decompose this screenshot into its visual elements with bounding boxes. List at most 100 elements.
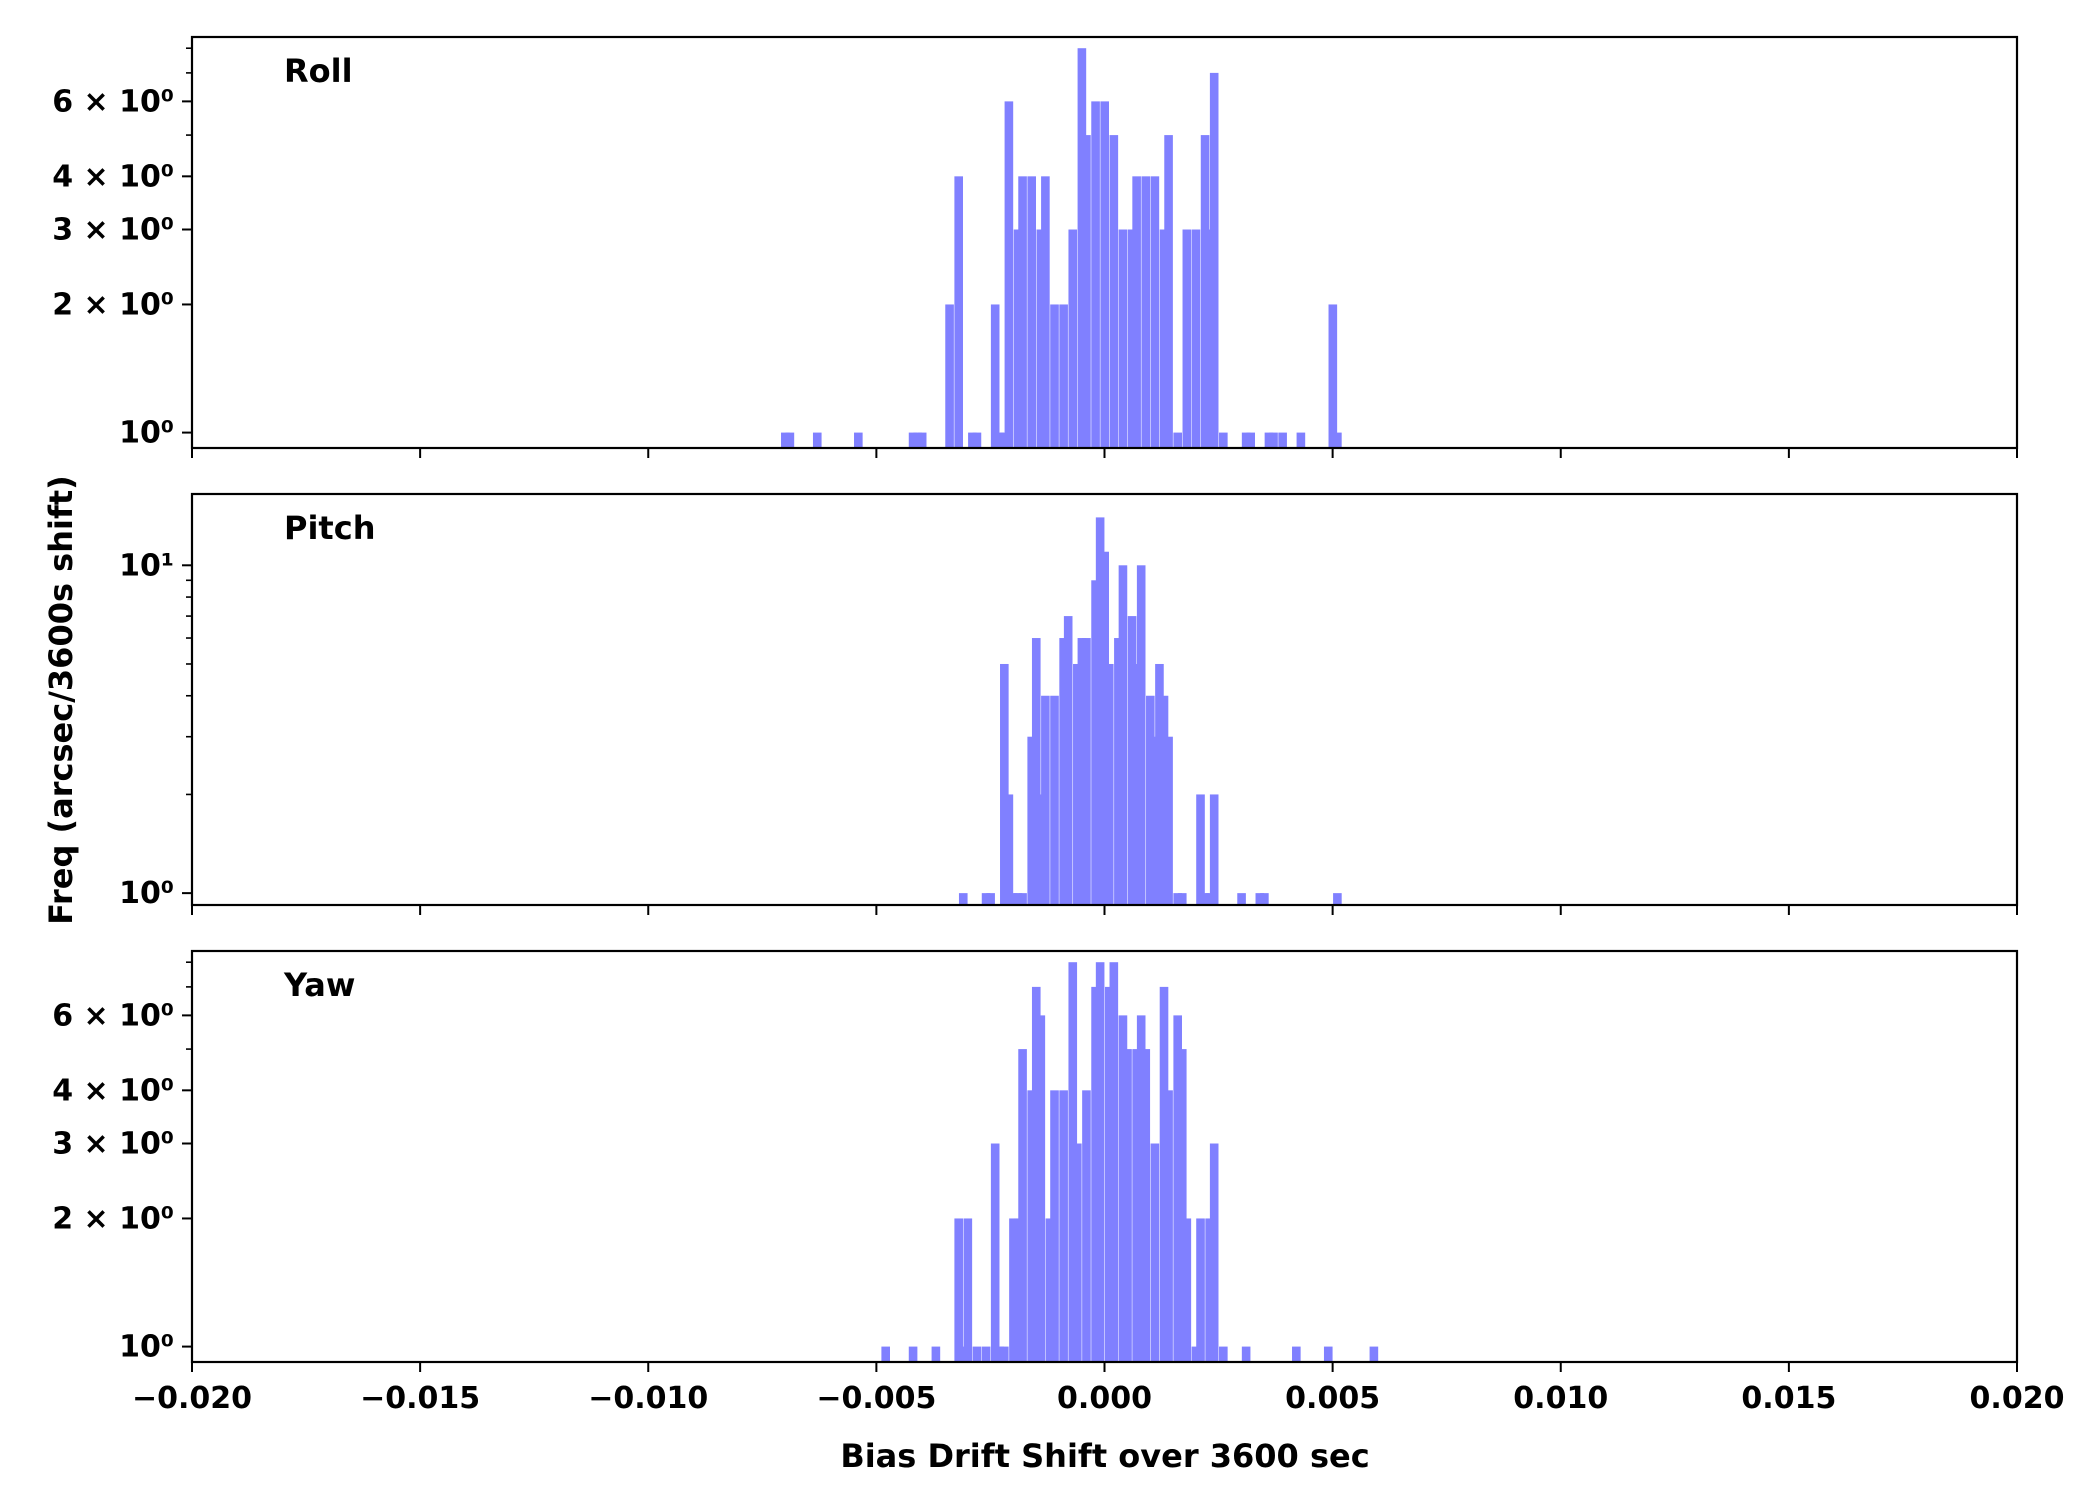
y-tick-label: 3 × 10⁰ bbox=[52, 213, 174, 248]
histogram-bar bbox=[1036, 229, 1046, 448]
histogram-bar bbox=[1018, 893, 1027, 905]
histogram-bar bbox=[1004, 794, 1014, 905]
histogram-bar bbox=[1013, 229, 1023, 448]
histogram-bar bbox=[1127, 616, 1137, 905]
histogram-bar bbox=[1095, 517, 1105, 905]
histogram-bar bbox=[1150, 176, 1160, 448]
histogram-bar bbox=[1118, 1015, 1128, 1362]
histogram-bar bbox=[1123, 1049, 1132, 1362]
y-tick-label: 10⁰ bbox=[119, 876, 174, 911]
histogram-bar bbox=[1173, 893, 1182, 905]
histogram-bar bbox=[931, 1346, 941, 1362]
histogram-bar bbox=[1050, 695, 1059, 905]
histogram-bar bbox=[990, 1143, 1000, 1362]
histogram-bar bbox=[1241, 432, 1251, 448]
x-tick-label: −0.010 bbox=[588, 1381, 708, 1416]
histogram-bar bbox=[1082, 135, 1091, 448]
histogram-bar bbox=[1109, 962, 1119, 1362]
histogram-bar bbox=[945, 304, 954, 448]
histogram-bar bbox=[1209, 72, 1219, 448]
histogram-bar bbox=[1100, 101, 1109, 448]
histogram-bar bbox=[1296, 432, 1306, 448]
histogram-bar bbox=[1237, 893, 1246, 905]
histogram-bar bbox=[1031, 986, 1041, 1362]
histogram-bar bbox=[958, 1346, 968, 1362]
histogram-bar bbox=[1182, 229, 1192, 448]
histogram-bar bbox=[1118, 229, 1128, 448]
y-tick-label: 4 × 10⁰ bbox=[52, 1073, 174, 1108]
histogram-bar bbox=[1333, 893, 1342, 905]
histogram-bar bbox=[1027, 1090, 1036, 1362]
histogram-bar bbox=[1141, 1049, 1151, 1362]
x-tick-label: 0.005 bbox=[1285, 1381, 1380, 1416]
histogram-bar bbox=[1136, 565, 1146, 905]
histogram-bar bbox=[1159, 695, 1169, 905]
histogram-bar bbox=[1095, 962, 1105, 1362]
histogram-bar bbox=[854, 432, 863, 448]
histogram-bar bbox=[1155, 663, 1164, 905]
histogram-bar bbox=[1191, 229, 1201, 448]
x-tick-label: 0.015 bbox=[1741, 1381, 1836, 1416]
histogram-bar bbox=[1059, 638, 1068, 905]
histogram-bar bbox=[1073, 663, 1082, 905]
histogram-bar bbox=[1027, 176, 1036, 448]
histogram-bar bbox=[1009, 893, 1018, 905]
histogram-bar bbox=[781, 432, 790, 448]
axes-frame bbox=[190, 949, 2019, 1364]
histogram-bar bbox=[1136, 1015, 1146, 1362]
histogram-bar bbox=[972, 432, 982, 448]
histogram-bar bbox=[1328, 304, 1338, 448]
histogram-bar bbox=[1196, 1218, 1205, 1362]
histogram-bar bbox=[1196, 794, 1205, 905]
histogram-bar bbox=[995, 432, 1005, 448]
histogram-bar bbox=[1205, 229, 1214, 448]
histogram-bar bbox=[1264, 432, 1274, 448]
histogram-bar bbox=[917, 432, 927, 448]
y-tick-label: 6 × 10⁰ bbox=[52, 84, 174, 119]
histogram-bar bbox=[1164, 135, 1173, 448]
histogram-bar bbox=[1000, 432, 1009, 448]
histogram-bar bbox=[1127, 229, 1137, 448]
histogram-bar bbox=[1209, 794, 1219, 905]
histogram-bar bbox=[1109, 135, 1119, 448]
histogram-bar bbox=[1073, 1143, 1082, 1362]
histogram-bar bbox=[1191, 1346, 1201, 1362]
histogram-bar bbox=[1246, 432, 1255, 448]
histogram-bar bbox=[1164, 736, 1173, 905]
histogram-bar bbox=[958, 893, 968, 905]
x-tick-label: −0.005 bbox=[816, 1381, 936, 1416]
y-tick-label: 2 × 10⁰ bbox=[52, 1201, 174, 1236]
histogram-bar bbox=[1082, 1090, 1091, 1362]
histogram-bar bbox=[908, 1346, 918, 1362]
histogram-bar bbox=[812, 432, 822, 448]
histogram-bar bbox=[1063, 616, 1073, 905]
histogram-bar bbox=[1132, 663, 1141, 905]
histogram-bar bbox=[1164, 1090, 1173, 1362]
histogram-bar bbox=[986, 893, 995, 905]
histogram-bar bbox=[981, 1346, 991, 1362]
histogram-bar bbox=[1132, 1049, 1141, 1362]
histogram-bar bbox=[1068, 962, 1078, 1362]
histogram-bar bbox=[1000, 663, 1009, 905]
panel-title: Yaw bbox=[283, 966, 355, 1004]
panel-title: Pitch bbox=[284, 509, 375, 547]
histogram-bar bbox=[1219, 1346, 1228, 1362]
histogram-bar bbox=[1045, 1218, 1055, 1362]
histogram-bar bbox=[968, 432, 977, 448]
histogram-bar bbox=[1323, 1346, 1333, 1362]
histogram-bar bbox=[1255, 893, 1265, 905]
panel-roll: 10⁰ 2 × 10⁰ 3 × 10⁰ 4 × 10⁰ 6 × 10⁰ Roll bbox=[52, 35, 2019, 458]
histogram-bar bbox=[1082, 638, 1091, 905]
panel-pitch: 10⁰ 10¹ Pitch bbox=[119, 492, 2019, 915]
histogram-bar bbox=[972, 1346, 982, 1362]
histogram-bar bbox=[1100, 551, 1109, 905]
y-tick-label: 6 × 10⁰ bbox=[52, 998, 174, 1033]
histogram-bar bbox=[1278, 432, 1287, 448]
histogram-bar bbox=[1150, 1143, 1160, 1362]
y-axis-label: Freq (arcsec/3600s shift) bbox=[42, 475, 80, 925]
histogram-bar bbox=[1009, 1218, 1018, 1362]
histogram-bar bbox=[1018, 176, 1027, 448]
histogram-bar bbox=[1205, 1218, 1214, 1362]
histogram-bar bbox=[981, 893, 991, 905]
